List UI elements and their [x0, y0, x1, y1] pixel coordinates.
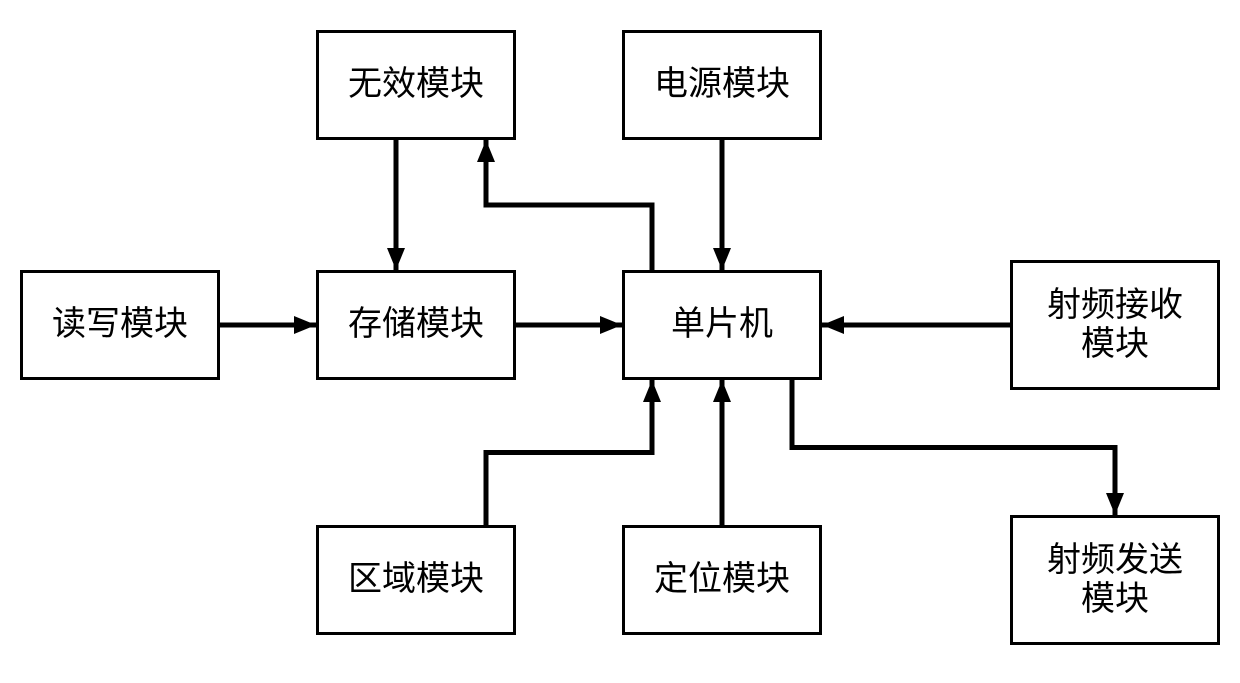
node-label: 射频接收 模块	[1047, 286, 1183, 364]
node-locate: 定位模块	[622, 525, 822, 635]
node-label: 读写模块	[52, 305, 188, 344]
node-rw: 读写模块	[20, 270, 220, 380]
node-label: 定位模块	[654, 560, 790, 599]
node-rf_tx: 射频发送 模块	[1010, 515, 1220, 645]
edge-mcu-to-invalid	[486, 140, 652, 270]
node-label: 区域模块	[348, 560, 484, 599]
node-label: 射频发送 模块	[1047, 541, 1183, 619]
node-mcu: 单片机	[622, 270, 822, 380]
edge-mcu-to-rf_tx	[792, 380, 1115, 515]
node-label: 电源模块	[654, 65, 790, 104]
node-label: 存储模块	[348, 305, 484, 344]
node-storage: 存储模块	[316, 270, 516, 380]
node-label: 无效模块	[348, 65, 484, 104]
node-power: 电源模块	[622, 30, 822, 140]
edge-region-to-mcu	[486, 380, 652, 525]
node-region: 区域模块	[316, 525, 516, 635]
diagram-canvas: 无效模块 电源模块读写模块 存储模块 单片机 射频接收 模块区域模块 定位模块 射频发送 模…	[0, 0, 1240, 683]
node-rf_rx: 射频接收 模块	[1010, 260, 1220, 390]
node-invalid: 无效模块	[316, 30, 516, 140]
node-label: 单片机	[671, 305, 773, 344]
